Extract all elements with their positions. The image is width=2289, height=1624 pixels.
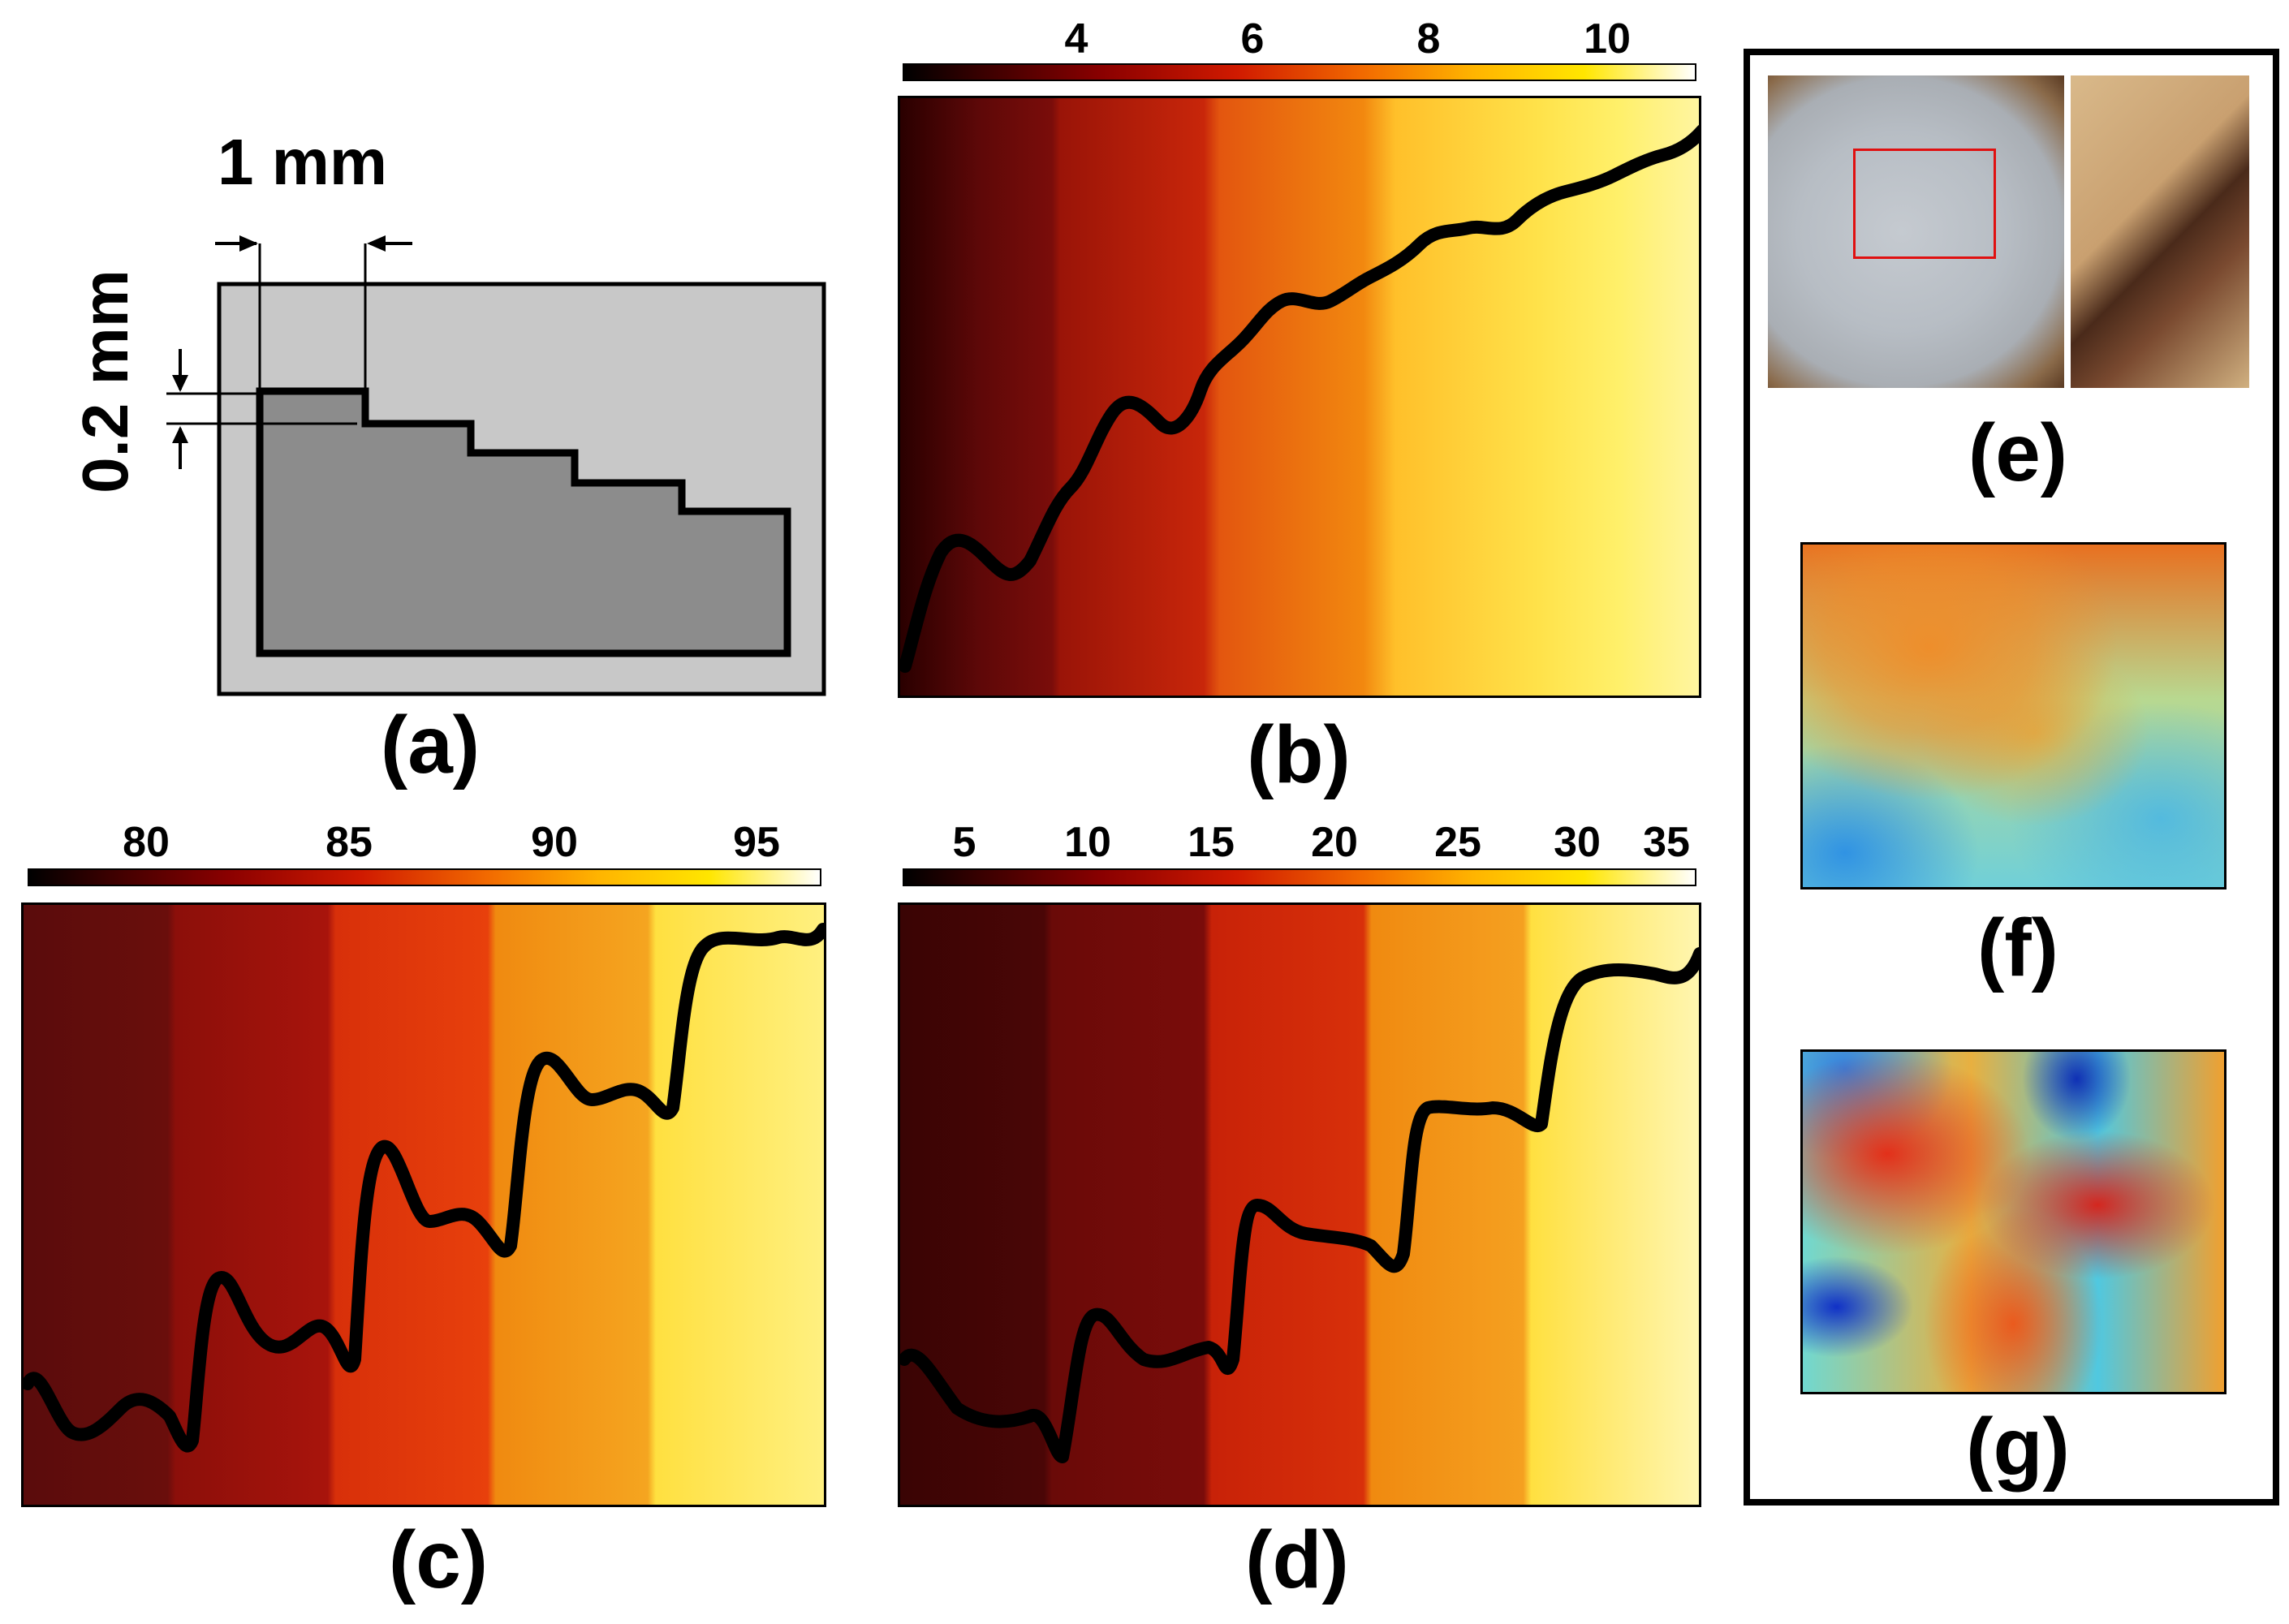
panel-c-label: (c) xyxy=(388,1514,489,1605)
panel-b: 4 6 8 10 (b) xyxy=(893,0,1705,812)
panel-f-label: (f) xyxy=(1977,902,2058,993)
colorbar-c-tick: 90 xyxy=(531,819,578,866)
photo-bone-cross-section xyxy=(2071,75,2249,388)
profile-curve-c xyxy=(24,923,824,1453)
colorbar-d-tick: 30 xyxy=(1554,819,1601,866)
profile-curve-b xyxy=(900,125,1699,673)
panel-d: 5 10 15 20 25 30 35 (d) xyxy=(893,812,1705,1624)
step-phantom-diagram xyxy=(166,235,826,696)
colorbar-d-tick: 35 xyxy=(1643,819,1690,866)
width-dimension-label: 1 mm xyxy=(218,126,387,198)
heatmap-d xyxy=(898,902,1701,1507)
profile-curve-d xyxy=(900,947,1699,1463)
colorbar-c-tick: 95 xyxy=(733,819,780,866)
map-g xyxy=(1800,1049,2226,1394)
panel-a: 1 mm 0.2 mm (a) xyxy=(0,0,860,812)
phantom-step-profile xyxy=(256,387,791,657)
colorbar-d-tick: 5 xyxy=(952,819,976,866)
panel-d-label: (d) xyxy=(1245,1514,1349,1605)
panel-g-label: (g) xyxy=(1966,1402,2070,1493)
colorbar-b-tick: 6 xyxy=(1240,15,1265,62)
colorbar-d-tick: 20 xyxy=(1311,819,1358,866)
panel-c: 80 85 90 95 (c) xyxy=(0,812,860,1624)
colorbar-b-tick: 10 xyxy=(1584,15,1631,62)
colorbar-d-tick: 15 xyxy=(1188,819,1235,866)
region-of-interest-box xyxy=(1853,149,1996,259)
colorbar-c-tick: 80 xyxy=(123,819,170,866)
panel-a-label: (a) xyxy=(380,700,481,790)
panel-b-label: (b) xyxy=(1247,709,1351,800)
panel-e-label: (e) xyxy=(1968,407,2068,498)
heatmap-b xyxy=(898,96,1701,698)
inset-frame: (e) (f) (g) xyxy=(1744,49,2279,1506)
colorbar-d-tick: 10 xyxy=(1064,819,1111,866)
map-f xyxy=(1800,542,2226,890)
colorbar-b-tick: 8 xyxy=(1416,15,1441,62)
colorbar-d xyxy=(903,868,1696,886)
heatmap-c xyxy=(21,902,826,1507)
colorbar-b xyxy=(903,63,1696,81)
colorbar-c-tick: 85 xyxy=(325,819,373,866)
photo-bone-sample xyxy=(1768,75,2064,388)
colorbar-c xyxy=(28,868,821,886)
colorbar-b-tick: 4 xyxy=(1064,15,1088,62)
colorbar-d-tick: 25 xyxy=(1434,819,1481,866)
